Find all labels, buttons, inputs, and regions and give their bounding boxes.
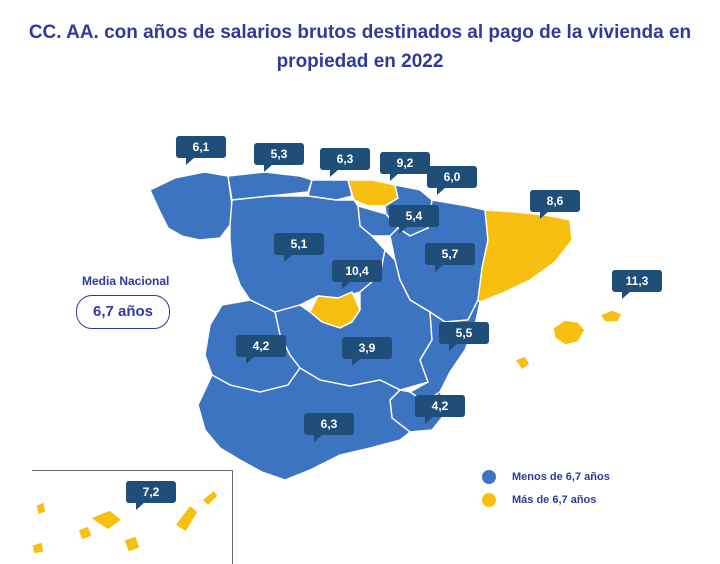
- callout-la-rioja: 5,4: [389, 205, 439, 234]
- callout-andalucia-value: 6,3: [304, 413, 354, 435]
- region-cantabria: [307, 179, 353, 201]
- legend-label-above: Más de 6,7 años: [512, 494, 597, 506]
- callout-pais-vasco-value: 9,2: [380, 152, 430, 174]
- callout-canarias-value: 7,2: [126, 481, 176, 503]
- callout-castilla-la-mancha: 3,9: [342, 337, 392, 366]
- callout-aragon-value: 5,7: [425, 243, 475, 265]
- callout-cataluna-value: 8,6: [530, 190, 580, 212]
- callout-galicia-value: 6,1: [176, 136, 226, 158]
- canarias-inset-frame: [32, 470, 233, 564]
- media-nacional-value: 6,7 años: [76, 295, 170, 329]
- callout-comunidad-valenciana: 5,5: [439, 322, 489, 351]
- callout-galicia: 6,1: [176, 136, 226, 165]
- region-baleares-menorca: [598, 309, 623, 323]
- callout-cantabria-value: 6,3: [320, 148, 370, 170]
- callout-castilla-leon-value: 5,1: [274, 233, 324, 255]
- callout-murcia: 4,2: [415, 395, 465, 424]
- region-galicia: [149, 171, 233, 241]
- callout-navarra: 6,0: [427, 166, 477, 195]
- callout-cataluna: 8,6: [530, 190, 580, 219]
- region-canarias-lanzarote: [200, 488, 219, 507]
- legend-item-above: Más de 6,7 años: [482, 493, 610, 507]
- callout-la-rioja-value: 5,4: [389, 205, 439, 227]
- callout-baleares: 11,3: [612, 270, 662, 299]
- callout-murcia-value: 4,2: [415, 395, 465, 417]
- legend-dot-below: [482, 470, 496, 484]
- legend-label-below: Menos de 6,7 años: [512, 471, 610, 483]
- title-line-2: propiedad en 2022: [276, 51, 444, 72]
- callout-castilla-la-mancha-value: 3,9: [342, 337, 392, 359]
- map-title: CC. AA. con años de salarios brutos dest…: [0, 18, 720, 76]
- callout-comunidad-valenciana-value: 5,5: [439, 322, 489, 344]
- callout-canarias: 7,2: [126, 481, 176, 510]
- callout-madrid: 10,4: [332, 260, 382, 289]
- callout-extremadura: 4,2: [236, 335, 286, 364]
- callout-madrid-value: 10,4: [332, 260, 382, 282]
- legend: Menos de 6,7 años Más de 6,7 años: [482, 470, 610, 516]
- callout-baleares-value: 11,3: [612, 270, 662, 292]
- region-canarias-fuerteventura: [173, 503, 199, 533]
- legend-dot-above: [482, 493, 496, 507]
- media-nacional-label: Media Nacional: [82, 274, 170, 288]
- callout-asturias-value: 5,3: [254, 143, 304, 165]
- region-canarias-isla-2: [31, 541, 45, 555]
- region-cataluna: [477, 209, 573, 303]
- region-baleares-ibiza: [513, 355, 531, 371]
- callout-navarra-value: 6,0: [427, 166, 477, 188]
- region-canarias-isla-3: [77, 525, 93, 541]
- title-line-1: CC. AA. con años de salarios brutos dest…: [28, 22, 692, 43]
- callout-asturias: 5,3: [254, 143, 304, 172]
- region-canarias-tenerife: [88, 509, 124, 531]
- callout-extremadura-value: 4,2: [236, 335, 286, 357]
- callout-castilla-leon: 5,1: [274, 233, 324, 262]
- region-canarias-isla-1: [35, 501, 47, 516]
- callout-andalucia: 6,3: [304, 413, 354, 442]
- legend-item-below: Menos de 6,7 años: [482, 470, 610, 484]
- callout-pais-vasco: 9,2: [380, 152, 430, 181]
- callout-cantabria: 6,3: [320, 148, 370, 177]
- callout-aragon: 5,7: [425, 243, 475, 272]
- region-canarias-gran-canaria: [123, 535, 141, 553]
- region-baleares-mallorca: [552, 319, 586, 346]
